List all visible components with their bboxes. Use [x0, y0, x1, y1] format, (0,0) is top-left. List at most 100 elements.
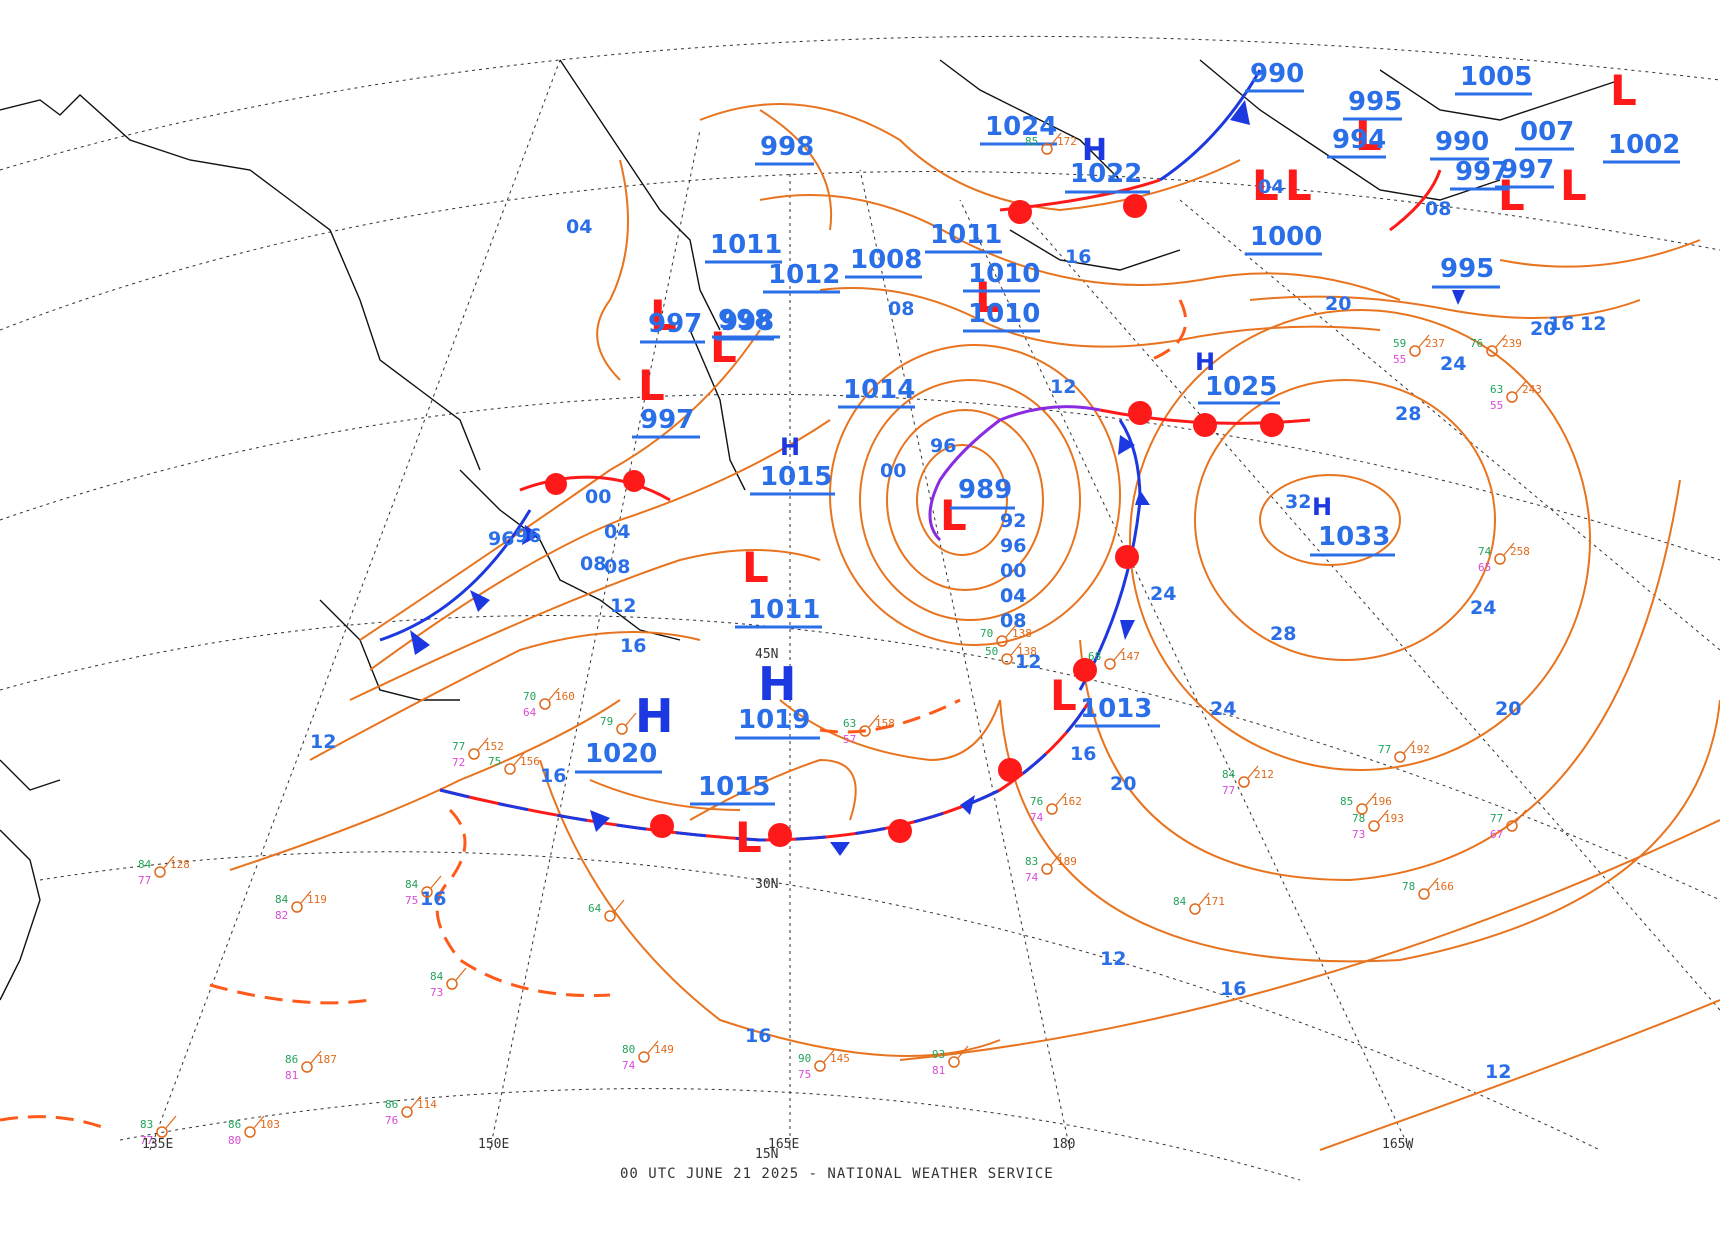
- station-temperature: 77: [1490, 812, 1503, 825]
- wind-barb-icon: [410, 1095, 422, 1109]
- coastlines: [0, 59, 1621, 1001]
- station-temperature: 84: [275, 893, 289, 906]
- wind-barb-icon: [1055, 792, 1067, 806]
- station-temperature: 77: [452, 740, 465, 753]
- low-center-997: L 997: [632, 361, 700, 439]
- station-temperature: 79: [600, 715, 613, 728]
- station-plot: 64: [588, 899, 625, 922]
- isobar-value-label: 92: [1000, 510, 1026, 532]
- isobar-value-label: 96: [930, 435, 956, 457]
- isobar-value-label: 04: [1258, 176, 1284, 198]
- wind-barb-icon: [1198, 892, 1210, 906]
- wind-barb-icon: [455, 967, 467, 981]
- isobar-value-label: 08: [604, 556, 630, 578]
- isobar-value-label: 00: [880, 460, 906, 482]
- station-pressure: 152: [484, 740, 504, 753]
- isobar-value-label: 04: [1000, 585, 1026, 607]
- station-plot: 63 57 158: [843, 714, 895, 746]
- troughs: [0, 299, 1188, 1132]
- low-symbol-L: L: [1285, 161, 1312, 210]
- station-temperature: 76: [1030, 795, 1043, 808]
- station-plot: 63 55 243: [1490, 380, 1542, 412]
- station-pressure: 187: [317, 1053, 337, 1066]
- station-temperature: 78: [1352, 812, 1365, 825]
- station-dewpoint: 73: [1352, 828, 1365, 841]
- high-symbol-H: H: [758, 657, 797, 711]
- station-circle-icon: [1041, 863, 1053, 875]
- station-plot: 59 55 237: [1393, 334, 1445, 366]
- station-pressure: 128: [170, 858, 190, 871]
- station-dewpoint: 75: [798, 1068, 811, 1081]
- isobar-value-label: 12: [1100, 948, 1126, 970]
- station-dewpoint: 74: [1025, 871, 1039, 884]
- wind-barb-icon: [548, 687, 560, 701]
- station-pressure: 239: [1502, 337, 1522, 350]
- svg-text:1025: 1025: [1205, 372, 1277, 402]
- station-pressure: 162: [1062, 795, 1082, 808]
- high-center-1022: H 1022: [1065, 133, 1150, 194]
- station-circle-icon: [244, 1126, 256, 1138]
- station-circle-icon: [814, 1060, 826, 1072]
- warm-front-west: [519, 475, 671, 502]
- wind-barb-icon: [868, 714, 880, 728]
- station-plot: 76 74 162: [1030, 792, 1082, 824]
- isobar-value-label: 12: [610, 595, 636, 617]
- lon-label: 180: [1052, 1137, 1075, 1152]
- isobar-value-label: 08: [1000, 610, 1026, 632]
- station-pressure: 145: [830, 1052, 850, 1065]
- station-temperature: 74: [1478, 545, 1492, 558]
- station-plot: 84 77 212: [1222, 765, 1274, 797]
- station-pressure: 193: [1384, 812, 1404, 825]
- station-temperature: 59: [1393, 337, 1406, 350]
- station-temperature: 84: [138, 858, 152, 871]
- isobar-value-label: 12: [310, 731, 336, 753]
- isobar-value-label: 00: [1000, 560, 1026, 582]
- cold-front-west: [379, 509, 532, 642]
- station-plot: 84 77 128: [138, 855, 190, 887]
- station-pressure: 160: [555, 690, 575, 703]
- high-center-1015: H 1015: [750, 433, 835, 496]
- station-temperature: 85: [1025, 135, 1038, 148]
- high-center-1019: H 1019: [735, 657, 820, 740]
- isobar-value-label: 12: [1050, 376, 1076, 398]
- station-pressure: 138: [1017, 645, 1037, 658]
- low-center-1015: L 1015: [690, 772, 775, 862]
- station-temperature: 86: [285, 1053, 298, 1066]
- lon-label: 150E: [478, 1137, 509, 1152]
- station-temperature: 90: [798, 1052, 811, 1065]
- station-temperature: 75: [488, 755, 501, 768]
- center-pressure-value: 994: [1332, 125, 1386, 155]
- station-plot: 68 147: [1088, 647, 1140, 670]
- wind-barb-icon: [1418, 334, 1430, 348]
- station-circle-icon: [401, 1106, 413, 1118]
- station-plot: 70 64 160: [523, 687, 575, 719]
- center-pressure-value: 998: [720, 307, 774, 337]
- high-symbol-H: H: [1082, 133, 1107, 168]
- station-circle-icon: [638, 1051, 650, 1063]
- wind-barb-icon: [1515, 809, 1527, 823]
- svg-text:997: 997: [648, 309, 702, 339]
- low-center-998: L 998: [710, 305, 780, 372]
- low-center-995: 995: [1432, 254, 1500, 305]
- low-symbol-L: L: [940, 491, 967, 540]
- svg-text:1015: 1015: [760, 462, 832, 492]
- wind-barb-icon: [1050, 132, 1062, 146]
- isobar-value-label: 24: [1470, 597, 1496, 619]
- station-plot: 77 192: [1378, 740, 1430, 763]
- occluded-front: [928, 405, 1101, 542]
- wind-barb-icon: [300, 890, 312, 904]
- station-dewpoint: 67: [1490, 828, 1503, 841]
- wind-barb-icon: [1403, 740, 1415, 754]
- station-plot: 90 75 145: [798, 1049, 850, 1081]
- station-pressure: 147: [1120, 650, 1140, 663]
- svg-text:1020: 1020: [585, 739, 657, 769]
- station-circle-icon: [1494, 553, 1506, 565]
- station-circle-icon: [1506, 391, 1518, 403]
- station-plot: 84 82 119: [275, 890, 327, 922]
- center-pressure-value: 1010: [968, 299, 1040, 329]
- station-temperature: 83: [140, 1118, 153, 1131]
- station-plot: 78 73 193: [1352, 809, 1404, 841]
